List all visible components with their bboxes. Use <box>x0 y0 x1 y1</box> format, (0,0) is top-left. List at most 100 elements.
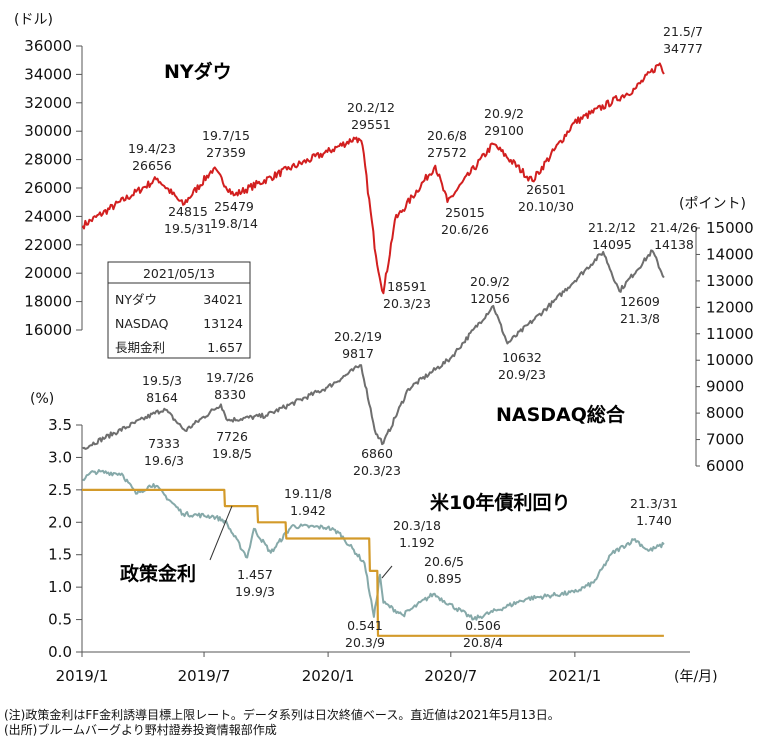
dow-annotation-line1: 19.4/23 <box>128 141 176 156</box>
nasdaq-tick-label: 13000 <box>706 272 754 290</box>
dow-tick-label: 30000 <box>24 122 72 140</box>
dow-annotation-line2: 27359 <box>206 145 246 160</box>
rate-unit-label: (%) <box>30 391 54 407</box>
dow-annotation-line2: 20.6/26 <box>441 222 489 237</box>
dow-annotation-line1: 20.9/2 <box>484 106 524 121</box>
dow-annotation-line2: 20.10/30 <box>518 199 574 214</box>
source-notes: (注)政策金利はFF金利誘導目標上限レート。データ系列は日次終値ベース。直近値は… <box>4 708 560 738</box>
dow-annotation-line2: 29551 <box>351 117 391 132</box>
nasdaq-annotation-line1: 10632 <box>502 350 542 365</box>
rates-annotation-line1: 0.541 <box>347 618 383 633</box>
dow-annotation-line1: 25015 <box>445 205 485 220</box>
rates-tick-label: 3.5 <box>48 416 72 434</box>
dow-tick-label: 28000 <box>24 151 72 169</box>
dow-annotation-line1: 19.7/15 <box>202 128 250 143</box>
us10y-series-label: 米10年債利回り <box>430 491 570 514</box>
dow-title: NYダウ <box>164 60 232 83</box>
nasdaq-annotation-line1: 20.9/2 <box>470 274 510 289</box>
rates-tick-label: 2.5 <box>48 481 72 499</box>
nasdaq-annotation-line1: 12609 <box>620 294 660 309</box>
nasdaq-tick-label: 6000 <box>706 457 744 475</box>
nasdaq-tick-label: 10000 <box>706 351 754 369</box>
dow-annotation-line2: 20.3/23 <box>383 296 431 311</box>
nasdaq-tick-label: 8000 <box>706 404 744 422</box>
nasdaq-annotation-line1: 21.4/26 <box>650 220 698 235</box>
nasdaq-annotation-line1: 6860 <box>361 446 393 461</box>
dow-annotation-line2: 19.8/14 <box>210 216 258 231</box>
dow-series-line <box>81 62 665 295</box>
info-box-value-nasdaq: 13124 <box>203 316 243 331</box>
rates-annotation-line2: 1.192 <box>399 535 435 550</box>
leader-line <box>209 505 233 561</box>
info-box: 2021/05/13 NYダウ 34021 NASDAQ 13124 長期金利 … <box>107 261 251 359</box>
rates-tick-label: 0.5 <box>48 611 72 629</box>
series-layer <box>81 62 665 637</box>
dow-annotation-line1: 25479 <box>214 199 254 214</box>
rates-annotation-line1: 20.6/5 <box>424 554 464 569</box>
dow-annotation-line1: 20.6/8 <box>427 128 467 143</box>
rates-annotation-line1: 19.11/8 <box>284 486 332 501</box>
rates-tick-label: 1.5 <box>48 546 72 564</box>
dow-annotation-line1: 26501 <box>526 182 566 197</box>
nasdaq-annotation-line1: 19.5/3 <box>142 373 182 388</box>
x-unit-label: (年/月) <box>674 669 718 685</box>
info-box-label-nasdaq: NASDAQ <box>115 316 169 331</box>
x-tick-label: 2020/1 <box>302 667 355 685</box>
dow-tick-label: 20000 <box>24 264 72 282</box>
dow-annotation-line1: 21.5/7 <box>663 24 703 39</box>
nasdaq-annotation-line2: 19.8/5 <box>212 446 252 461</box>
nasdaq-annotation-line2: 8164 <box>146 390 178 405</box>
note-line: (注)政策金利はFF金利誘導目標上限レート。データ系列は日次終値ベース。直近値は… <box>4 708 560 722</box>
dow-tick-label: 32000 <box>24 94 72 112</box>
tick-layer: 36000 34000 32000 30000 28000 26000 24000 22000… <box>24 37 753 685</box>
info-box-date: 2021/05/13 <box>143 266 215 281</box>
dow-annotation-line2: 29100 <box>484 123 524 138</box>
nasdaq-annotation-line1: 20.2/19 <box>334 329 382 344</box>
source-line: (出所)ブルームバーグより野村證券投資情報部作成 <box>4 723 277 737</box>
nasdaq-annotation-line2: 14095 <box>592 237 632 252</box>
nasdaq-annotation-line2: 20.9/23 <box>498 367 546 382</box>
info-box-label-rate: 長期金利 <box>115 340 165 355</box>
nasdaq-tick-label: 11000 <box>706 325 754 343</box>
dow-annotation-line1: 24815 <box>168 204 208 219</box>
nasdaq-annotation-line1: 19.7/26 <box>206 370 254 385</box>
dow-annotation-line2: 19.5/31 <box>164 221 212 236</box>
nasdaq-annotation-line1: 21.2/12 <box>588 220 636 235</box>
nasdaq-tick-label: 14000 <box>706 245 754 263</box>
nasdaq-annotation-line2: 14138 <box>654 237 694 252</box>
dow-annotation-line1: 18591 <box>387 279 427 294</box>
nasdaq-annotation-line2: 20.3/23 <box>353 463 401 478</box>
leader-line <box>381 565 393 579</box>
nasdaq-annotation-line2: 8330 <box>214 387 246 402</box>
dow-tick-label: 26000 <box>24 179 72 197</box>
x-tick-label: 2019/7 <box>178 667 231 685</box>
dow-tick-label: 22000 <box>24 236 72 254</box>
dow-unit-label: (ドル) <box>14 12 53 28</box>
dow-tick-label: 24000 <box>24 207 72 225</box>
rates-tick-label: 0.0 <box>48 643 72 661</box>
dow-annotation-line2: 26656 <box>132 158 172 173</box>
x-tick-label: 2020/7 <box>424 667 477 685</box>
rates-annotation-line2: 1.740 <box>636 513 672 528</box>
rates-annotation-line2: 1.942 <box>290 503 326 518</box>
dow-tick-label: 16000 <box>24 321 72 339</box>
nasdaq-tick-label: 9000 <box>706 378 744 396</box>
nasdaq-series-line <box>82 249 665 450</box>
dow-annotation-line2: 34777 <box>663 41 703 56</box>
nasdaq-annotation-line2: 19.6/3 <box>144 453 184 468</box>
x-tick-label: 2021/1 <box>548 667 601 685</box>
x-tick-label: 2019/1 <box>56 667 109 685</box>
info-box-value-rate: 1.657 <box>207 340 243 355</box>
policy-rate-series-line <box>82 488 664 637</box>
nasdaq-annotation-line2: 12056 <box>470 291 510 306</box>
nasdaq-annotation-line2: 9817 <box>342 346 374 361</box>
nasdaq-title: NASDAQ総合 <box>496 403 626 426</box>
nasdaq-annotation-line1: 7726 <box>216 429 248 444</box>
annotation-layer: 19.4/23 26656 24815 19.5/31 19.7/15 27359 2547… <box>128 24 703 650</box>
rates-tick-label: 1.0 <box>48 578 72 596</box>
nasdaq-unit-label: (ポイント) <box>679 196 746 212</box>
us10y-series-line <box>82 469 665 621</box>
policy-rate-series-label: 政策金利 <box>120 562 196 585</box>
rates-annotation-line1: 20.3/18 <box>393 518 441 533</box>
